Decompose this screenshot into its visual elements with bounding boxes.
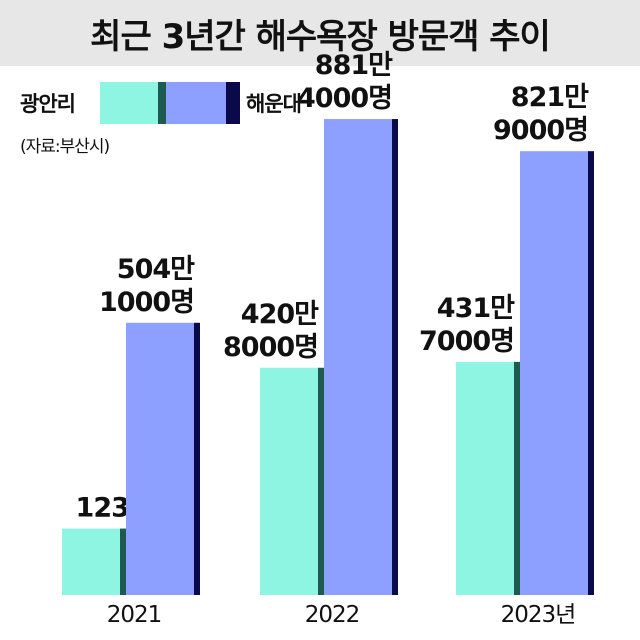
bar-edge-gwangalli-2023: [514, 361, 520, 595]
value-label-gwangalli-2023-1: 7000명: [419, 326, 514, 357]
value-label-haeundae-2023-1: 9000명: [493, 115, 588, 146]
legend-haeundae: 해운대: [246, 82, 302, 124]
bar-edge-haeundae-2022: [392, 119, 398, 595]
bar-haeundae-2023: [520, 151, 588, 595]
value-label-gwangalli-2022-0: 420만: [241, 299, 319, 330]
bar-haeundae-2022: [324, 119, 392, 595]
value-label-haeundae-2023-0: 821만: [511, 82, 589, 113]
value-label-haeundae-2021-0: 504만: [117, 254, 195, 285]
value-label-gwangalli-2023-0: 431만: [437, 293, 515, 324]
legend-label-gwangalli: 광안리: [20, 92, 76, 116]
value-label-haeundae-2022-0: 881만: [315, 50, 393, 81]
source-note: (자료:부산시): [20, 137, 110, 157]
value-label-haeundae-2022-1: 4000명: [297, 83, 392, 114]
legend-swatch-gwangalli: [100, 82, 166, 124]
chart-title: 최근 3년간 해수욕장 방문객 추이: [90, 16, 551, 57]
legend-swatch-haeundae: [166, 82, 240, 124]
legend-label-haeundae: 해운대: [246, 92, 302, 116]
bar-gwangalli-2021: [62, 528, 120, 595]
value-label-haeundae-2021-1: 1000명: [99, 287, 194, 318]
bar-gwangalli-2023: [456, 361, 514, 595]
value-label-gwangalli-2022-1: 8000명: [223, 332, 318, 363]
tick-label-2023: 2023년: [501, 602, 576, 628]
bar-edge-haeundae-2021: [194, 322, 200, 595]
tick-label-2022: 2022: [305, 602, 360, 628]
bar-haeundae-2021: [126, 322, 194, 595]
tick-label-2021: 2021: [107, 602, 162, 628]
bar-gwangalli-2022: [260, 367, 318, 595]
bar-edge-gwangalli-2022: [318, 367, 324, 595]
legend-gwangalli: 광안리: [20, 82, 76, 124]
bar-edge-gwangalli-2021: [120, 528, 126, 595]
title-bar: 최근 3년간 해수욕장 방문객 추이: [0, 0, 640, 66]
bar-edge-haeundae-2023: [588, 151, 594, 595]
